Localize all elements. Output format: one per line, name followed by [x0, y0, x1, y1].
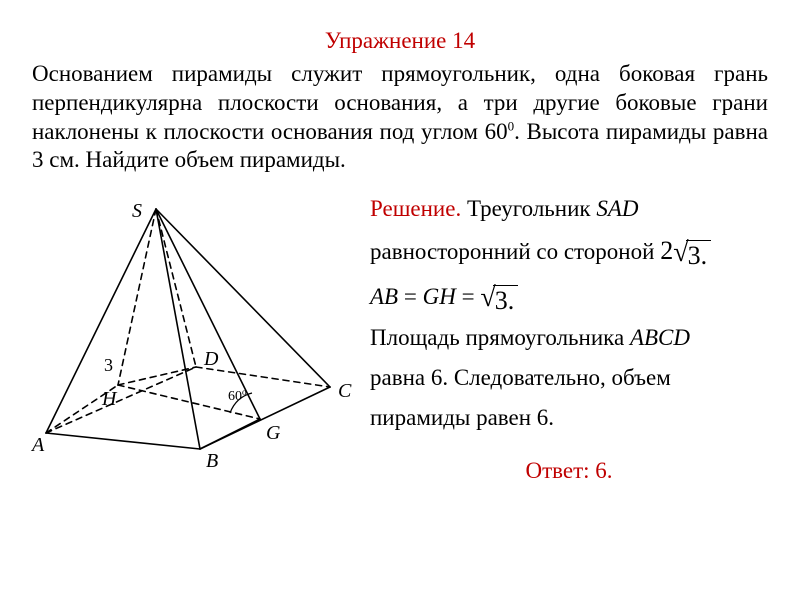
- solution-line-5: равна 6. Следовательно, объем: [370, 362, 768, 394]
- solution-line-3: AB = GH = √3.: [370, 278, 768, 314]
- solution-line-4: Площадь прямоугольника ABCD: [370, 322, 768, 354]
- solution-line-1: Решение. Треугольник SAD: [370, 193, 768, 225]
- math-sqrt3: √3.: [480, 281, 518, 310]
- math1-rad: 3.: [686, 240, 712, 271]
- pyramid-diagram: S A B C D H G 3 60o: [18, 193, 358, 473]
- sol-3a: AB: [370, 284, 398, 309]
- solution-line-6: пирамиды равен 6.: [370, 402, 768, 434]
- sol-3d: =: [456, 284, 480, 309]
- math1-prefix: 2: [660, 236, 673, 265]
- exercise-title: Упражнение 14: [0, 0, 800, 54]
- svg-text:S: S: [132, 200, 142, 222]
- svg-text:60o: 60o: [228, 387, 247, 404]
- solution-line-2: равносторонний со стороной 2√3.: [370, 233, 768, 269]
- math-2sqrt3: 2√3.: [660, 236, 711, 265]
- content-row: SABCDHG360o Решение. Треугольник SAD рав…: [0, 175, 800, 487]
- sol-4b: ABCD: [630, 325, 690, 350]
- svg-text:3: 3: [104, 355, 113, 375]
- sol-2a: равносторонний со стороной: [370, 239, 660, 264]
- svg-text:G: G: [266, 422, 281, 444]
- sol-1b: Треугольник: [461, 196, 596, 221]
- answer-label: Ответ:: [525, 458, 589, 483]
- sol-4a: Площадь прямоугольника: [370, 325, 630, 350]
- sol-3c: GH: [423, 284, 456, 309]
- svg-text:A: A: [30, 434, 45, 456]
- answer-block: Ответ: 6.: [370, 455, 768, 487]
- sqrt-icon: √3.: [480, 285, 518, 316]
- solution-label: Решение.: [370, 196, 461, 221]
- problem-statement: Основанием пирамиды служит прямоугольник…: [0, 54, 800, 175]
- svg-text:C: C: [338, 380, 352, 402]
- solution-block: Решение. Треугольник SAD равносторонний …: [370, 193, 768, 487]
- sqrt-icon: √3.: [673, 240, 711, 271]
- sol-3b: =: [398, 284, 422, 309]
- svg-text:D: D: [203, 348, 219, 370]
- sol-1c: SAD: [596, 196, 638, 221]
- svg-text:B: B: [206, 450, 218, 472]
- math2-rad: 3.: [493, 285, 519, 316]
- answer-value: 6.: [590, 458, 613, 483]
- svg-text:H: H: [101, 388, 118, 410]
